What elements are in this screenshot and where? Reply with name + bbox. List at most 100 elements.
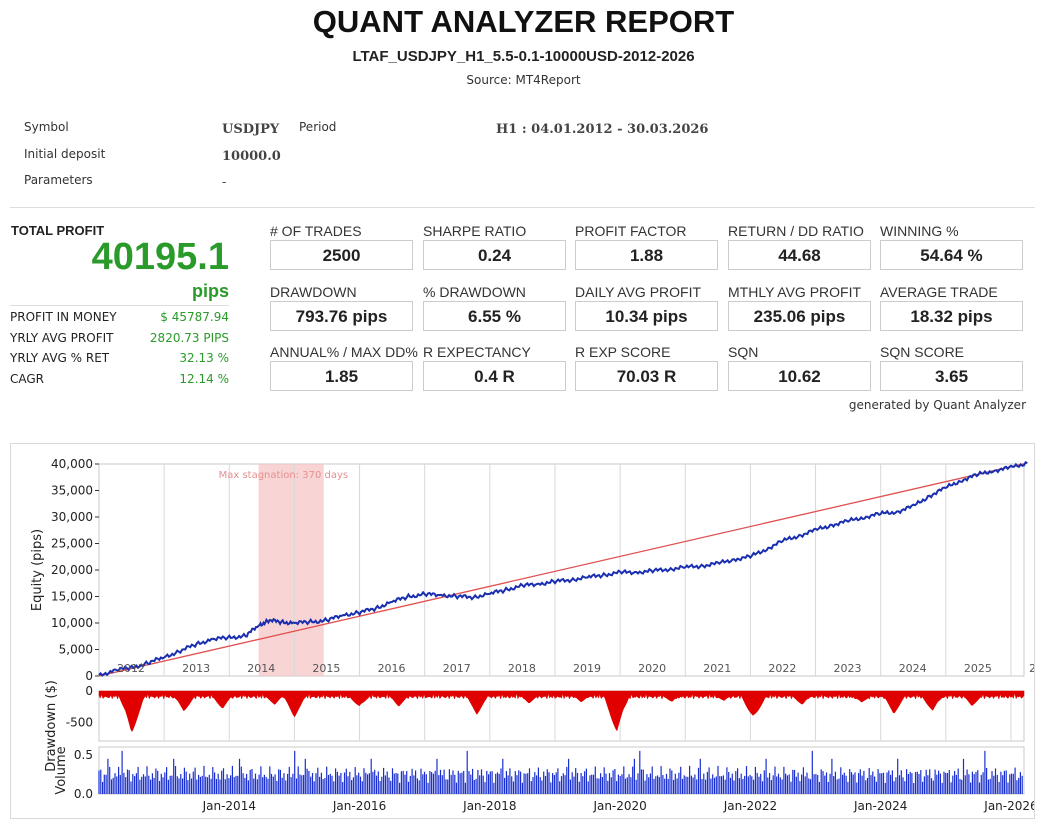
metric-label-sharpe: SHARPE RATIO [423,223,527,239]
drawdown-ytick-label: 0 [85,684,93,698]
metric-label-average-trade: AVERAGE TRADE [880,284,998,300]
drawdown-plot-area [98,690,1025,742]
year-tick-label: 2022 [768,662,796,675]
x-tick-label: Jan-2020 [592,799,646,813]
year-tick-label: 2014 [247,662,275,675]
year-tick-label: 2018 [508,662,536,675]
year-tick-label: 2019 [573,662,601,675]
x-tick-label: Jan-2016 [332,799,386,813]
equity-axis-label: Equity (pips) [30,529,45,611]
stat-label: YRLY AVG PROFIT [10,331,114,345]
year-tick-label: 2015 [312,662,340,675]
metric-box-pct-drawdown: 6.55 % [423,301,566,331]
stat-yearly-avg-profit: YRLY AVG PROFIT 2820.73 PIPS [10,331,229,351]
metric-box-annual-maxdd: 1.85 [270,361,413,391]
drawdown-area [98,690,1025,733]
trend-line [98,462,1028,677]
year-tick-label: 2024 [899,662,927,675]
deposit-value: 10000.0 [222,149,281,164]
stagnation-annotation: Max stagnation: 370 days [219,470,349,481]
metric-label-pct-drawdown: % DRAWDOWN [423,284,526,300]
year-tick-label: 2025 [964,662,992,675]
metric-box-monthly-avg: 235.06 pips [728,301,871,331]
metric-box-sharpe: 0.24 [423,240,566,270]
equity-line [98,461,1028,677]
symbol-value: USDJPY [222,122,280,137]
metric-box-r-expectancy: 0.4 R [423,361,566,391]
year-tick-label: 2013 [182,662,210,675]
metric-label-return-dd: RETURN / DD RATIO [728,223,864,239]
x-tick-label: Jan-2014 [202,799,256,813]
metric-label-monthly-avg: MTHLY AVG PROFIT [728,284,862,300]
volume-ytick-label: 0.5 [74,748,93,762]
equity-ytick-label: 25,000 [51,537,93,551]
stat-value: 2820.73 PIPS [149,331,229,345]
generated-by: generated by Quant Analyzer [848,398,1026,412]
equity-ytick-label: 10,000 [51,616,93,630]
deposit-label: Initial deposit [24,147,106,161]
metric-box-daily-avg: 10.34 pips [575,301,718,331]
stat-value: 32.13 % [179,351,229,365]
drawdown-ytick-label: -500 [66,715,93,729]
period-value: H1 : 04.01.2012 - 30.03.2026 [496,122,709,137]
metric-box-average-trade: 18.32 pips [880,301,1023,331]
total-profit-unit: pips [191,281,229,301]
stat-yearly-avg-return: YRLY AVG % RET 32.13 % [10,351,229,371]
report-subtitle: LTAF_USDJPY_H1_5.5-0.1-10000USD-2012-202… [352,48,695,65]
equity-chart: 2012 2013 2014 2015 2016 2017 2018 2019 2020 2021… [30,457,1047,813]
drawdown-axis-label: Drawdown ($) [44,680,59,772]
metric-label-sqn-score: SQN SCORE [880,344,965,360]
metric-label-trades: # OF TRADES [270,223,362,239]
metric-box-drawdown: 793.76 pips [270,301,413,331]
equity-ytick-label: 40,000 [51,457,93,471]
report-source: Source: MT4Report [466,73,581,87]
x-tick-label: Jan-2022 [723,799,777,813]
year-tick-label: 2023 [834,662,862,675]
total-profit-value: 40195.1 [91,236,229,278]
metric-label-r-expectancy: R EXPECTANCY [423,344,531,360]
stat-label: YRLY AVG % RET [10,351,110,365]
parameters-label: Parameters [24,173,93,187]
metric-label-sqn: SQN [728,344,759,360]
stagnation-band [258,464,324,676]
metric-label-annual-maxdd: ANNUAL% / MAX DD% [270,344,418,360]
symbol-label: Symbol [24,120,69,134]
year-tick-label: 2012 [117,662,145,675]
metric-box-r-exp-score: 70.03 R [575,361,718,391]
section-divider [10,207,1035,208]
total-profit-divider [10,305,229,306]
x-tick-label: Jan-2026 [983,799,1034,813]
metric-label-profit-factor: PROFIT FACTOR [575,223,687,239]
year-tick-label: 2017 [443,662,471,675]
volume-axis-label: Volume [54,746,69,794]
metric-box-winning: 54.64 % [880,240,1023,270]
equity-ytick-label: 0 [85,669,93,683]
parameters-value: - [222,175,227,190]
metric-label-winning: WINNING % [880,223,959,239]
stat-value: 12.14 % [179,372,229,386]
equity-ytick-label: 35,000 [51,484,93,498]
metric-label-daily-avg: DAILY AVG PROFIT [575,284,702,300]
metric-label-drawdown: DRAWDOWN [270,284,357,300]
equity-ytick-label: 20,000 [51,563,93,577]
year-tick-label: 2016 [378,662,406,675]
chart-frame: 2012 2013 2014 2015 2016 2017 2018 2019 2020 2021… [10,443,1047,819]
year-tick-label: 2020 [638,662,666,675]
report-title: QUANT ANALYZER REPORT [312,4,735,39]
equity-ytick-label: 30,000 [51,510,93,524]
metric-box-sqn-score: 3.65 [880,361,1023,391]
metric-box-return-dd: 44.68 [728,240,871,270]
period-label: Period [299,120,337,134]
total-profit-label: TOTAL PROFIT [11,223,105,238]
equity-ytick-label: 5,000 [59,643,93,657]
year-tick-label: 2026 [1029,662,1034,675]
metric-box-sqn: 10.62 [728,361,871,391]
stat-cagr: CAGR 12.14 % [10,372,229,392]
x-tick-label: Jan-2024 [853,799,907,813]
stat-label: CAGR [10,372,45,386]
metric-box-profit-factor: 1.88 [575,240,718,270]
x-tick-label: Jan-2018 [462,799,516,813]
metric-label-r-exp-score: R EXP SCORE [575,344,671,360]
metric-box-trades: 2500 [270,240,413,270]
equity-ytick-label: 15,000 [51,590,93,604]
